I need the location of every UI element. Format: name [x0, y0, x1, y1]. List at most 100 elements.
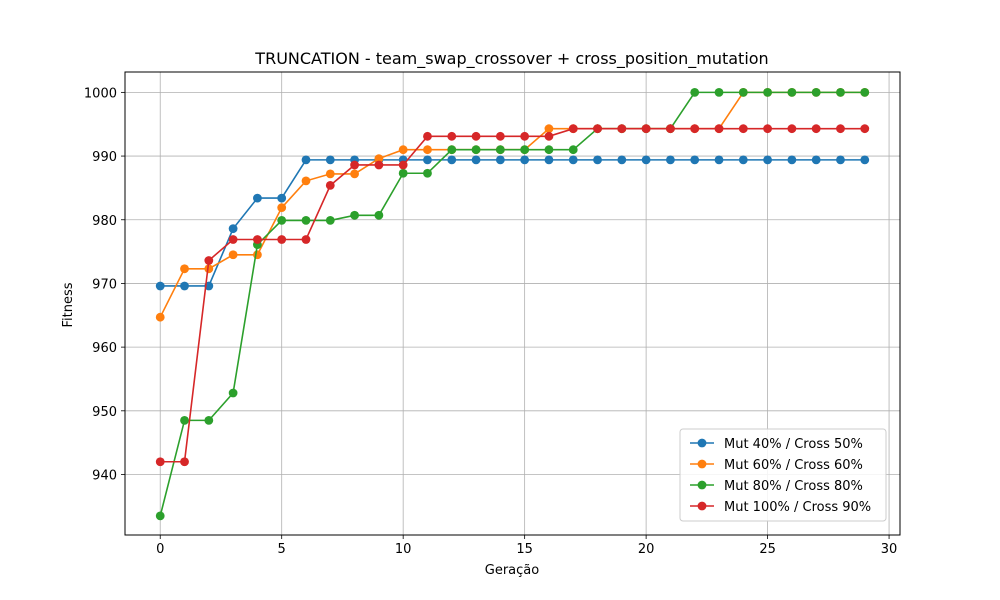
data-point: [277, 203, 287, 213]
y-tick-label: 970: [92, 277, 117, 292]
data-point: [228, 224, 238, 234]
data-point: [155, 511, 165, 521]
data-point: [155, 457, 165, 467]
data-point: [544, 145, 554, 155]
series-line: [160, 127, 865, 463]
data-point: [641, 124, 651, 134]
data-point: [253, 193, 262, 203]
data-point: [811, 155, 821, 165]
legend-item: Mut 80% / Cross 80%: [690, 479, 863, 494]
data-point: [738, 87, 748, 97]
data-point: [204, 256, 214, 265]
data-point: [763, 124, 772, 134]
legend-item: Mut 100% / Cross 90%: [690, 500, 871, 515]
data-point: [325, 169, 335, 179]
data-point: [325, 155, 335, 165]
data-point: [423, 131, 432, 141]
data-point: [836, 124, 845, 134]
data-point: [617, 155, 627, 165]
data-point: [204, 415, 214, 425]
x-tick-label: 0: [156, 542, 164, 557]
y-tick-label: 940: [92, 468, 117, 483]
data-point: [228, 235, 238, 244]
data-point: [763, 155, 772, 165]
legend-item: Mut 60% / Cross 60%: [690, 458, 863, 473]
data-point: [447, 155, 457, 165]
data-point: [495, 145, 505, 155]
legend-label: Mut 40% / Cross 50%: [724, 437, 863, 452]
data-point: [495, 131, 505, 141]
series-1: [155, 155, 870, 291]
data-point: [398, 168, 408, 178]
data-point: [860, 124, 870, 134]
x-tick-label: 5: [278, 542, 286, 557]
series-line: [160, 159, 865, 287]
data-point: [253, 235, 262, 244]
data-point: [690, 87, 700, 97]
data-point: [447, 145, 457, 155]
data-point: [836, 87, 845, 97]
legend-box: [679, 428, 887, 522]
data-point: [714, 87, 724, 97]
data-point: [666, 155, 675, 165]
data-point: [277, 193, 287, 203]
data-point: [423, 145, 432, 155]
legend-marker: [697, 501, 707, 511]
data-point: [398, 160, 408, 170]
data-point: [253, 250, 262, 260]
data-point: [568, 155, 578, 165]
data-point: [398, 145, 408, 155]
axis-ticks: 0 5 10 15 20 25 30 940 950 960 970 980 990 1000: [84, 86, 897, 557]
data-point: [350, 210, 359, 220]
data-point: [180, 281, 189, 291]
data-point: [423, 168, 432, 178]
series-2: [155, 87, 870, 322]
data-point: [544, 131, 554, 141]
legend-marker: [697, 480, 707, 490]
data-point: [568, 124, 578, 134]
legend-marker: [697, 459, 707, 469]
data-point: [593, 124, 602, 134]
x-tick-label: 30: [881, 542, 898, 557]
y-tick-label: 950: [92, 405, 117, 420]
data-point: [374, 160, 384, 170]
data-point: [350, 169, 359, 179]
data-point: [787, 155, 797, 165]
data-point: [180, 457, 189, 467]
data-point: [763, 87, 772, 97]
data-point: [738, 124, 748, 134]
data-point: [228, 250, 238, 260]
data-point: [350, 160, 359, 170]
chart-title: TRUNCATION - team_swap_crossover + cross…: [254, 49, 768, 69]
data-point: [811, 87, 821, 97]
data-point: [860, 87, 870, 97]
data-point: [593, 155, 602, 165]
legend-label: Mut 80% / Cross 80%: [724, 479, 863, 494]
x-tick-label: 25: [759, 542, 776, 557]
series-4: [155, 124, 870, 467]
data-point: [155, 281, 165, 291]
y-tick-label: 990: [92, 150, 117, 165]
data-point: [690, 155, 700, 165]
data-point: [423, 155, 432, 165]
data-point: [471, 145, 481, 155]
data-point: [155, 312, 165, 322]
legend-label: Mut 100% / Cross 90%: [724, 500, 871, 515]
legend-label: Mut 60% / Cross 60%: [724, 458, 863, 473]
data-point: [544, 124, 554, 134]
data-point: [228, 388, 238, 398]
data-point: [690, 124, 700, 134]
data-point: [641, 155, 651, 165]
data-point: [520, 131, 530, 141]
data-point: [520, 155, 530, 165]
data-point: [738, 155, 748, 165]
data-point: [714, 155, 724, 165]
data-point: [520, 145, 530, 155]
data-point: [301, 235, 311, 244]
data-point: [325, 180, 335, 190]
data-point: [714, 124, 724, 134]
data-point: [471, 155, 481, 165]
data-point: [787, 87, 797, 97]
x-tick-label: 20: [638, 542, 655, 557]
